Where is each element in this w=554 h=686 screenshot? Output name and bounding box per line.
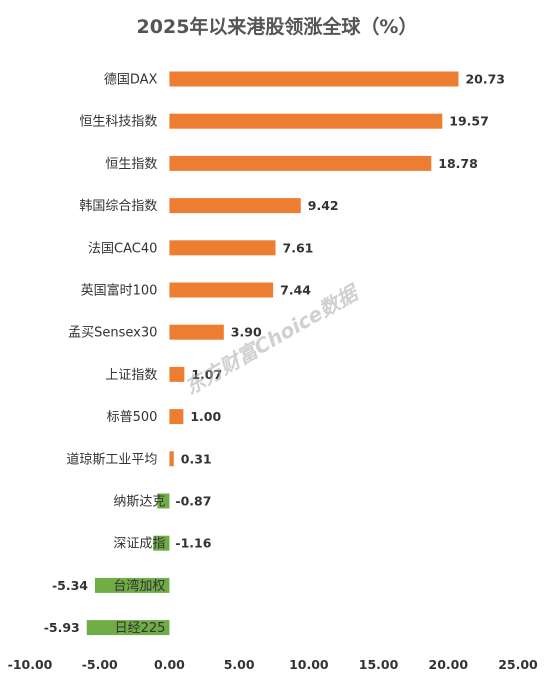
bar [157,493,170,509]
category-label: 英国富时100 [81,283,158,299]
category-label: 恒生指数 [105,157,157,172]
bar [169,113,443,129]
value-label: -5.34 [52,578,88,593]
value-label: 3.90 [231,325,262,340]
category-label: 上证指数 [105,368,157,383]
value-label: 7.44 [280,283,311,298]
x-tick-label: 15.00 [359,657,399,672]
chart-title: 2025年以来港股领涨全球（%） [137,15,418,38]
bar [169,409,184,425]
category-label: 台湾加权 [113,578,165,594]
bar [169,198,301,214]
bar [169,451,174,467]
bar [169,282,274,298]
value-label: -1.16 [175,536,211,551]
category-label: 道琼斯工业平均 [66,452,157,467]
bar [169,240,276,256]
bar [169,71,459,87]
category-label: 恒生科技指数 [79,115,157,130]
bar [86,620,170,636]
value-label: 7.61 [283,240,314,255]
value-label: 1.07 [191,367,222,382]
value-label: -5.93 [44,620,80,635]
x-tick-label: -10.00 [8,657,53,672]
bar [169,155,432,171]
value-label: -0.87 [175,494,211,509]
category-label: 标普500 [107,410,158,425]
category-label: 法国CAC40 [88,241,157,256]
value-label: 19.57 [449,114,489,129]
category-label: 纳斯达克 [113,495,165,510]
x-tick-label: 25.00 [498,657,538,672]
bar [169,324,224,340]
x-axis: -10.00 -5.00 0.00 5.00 10.00 15.00 20.00 25.00 [8,657,538,672]
category-label: 日经225 [115,621,166,636]
value-label: 0.31 [181,451,212,466]
x-tick-label: 0.00 [154,657,185,672]
bars-layer [86,71,459,636]
bar [153,535,170,551]
bar [169,366,185,382]
value-label: 18.78 [438,156,478,171]
bar [94,577,170,593]
x-tick-label: -5.00 [82,657,118,672]
value-label: 1.00 [190,409,221,424]
x-tick-label: 10.00 [289,657,329,672]
value-label: 9.42 [308,198,339,213]
category-label: 韩国综合指数 [79,199,157,214]
value-label: 20.73 [465,72,505,87]
labels-layer: 德国DAX 20.73 恒生科技指数 19.57 恒生指数 18.78 韩国综合指数 9.42… [44,72,505,637]
category-label: 孟买Sensex30 [68,326,157,341]
x-tick-label: 5.00 [224,657,255,672]
category-label: 深证成指 [113,537,165,552]
x-tick-label: 20.00 [429,657,469,672]
category-label: 德国DAX [104,73,158,88]
